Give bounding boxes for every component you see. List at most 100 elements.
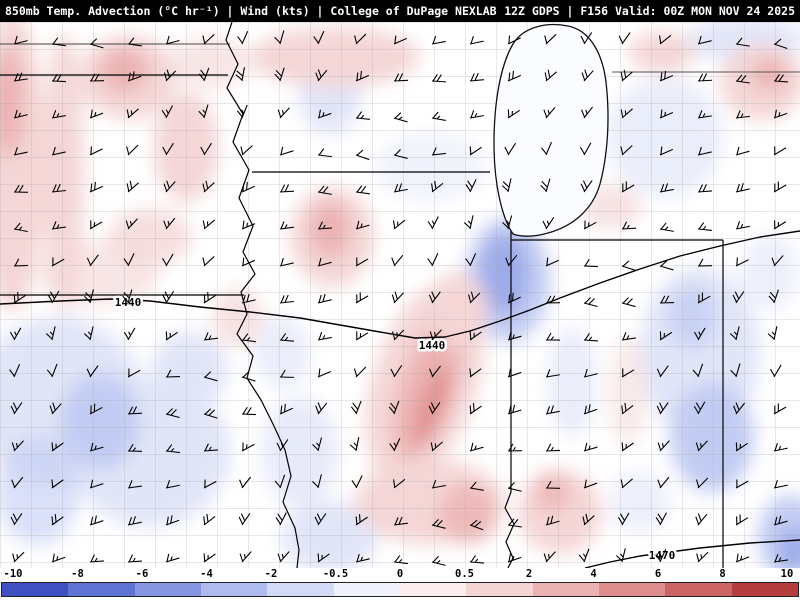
wind-barb bbox=[656, 365, 669, 378]
wind-barb bbox=[659, 146, 674, 156]
wind-barb bbox=[123, 327, 136, 341]
wind-barb bbox=[393, 478, 406, 489]
wind-barb bbox=[580, 32, 593, 45]
wind-barb bbox=[123, 253, 135, 267]
wind-barb bbox=[126, 144, 139, 156]
wind-barb bbox=[241, 257, 256, 267]
wind-barb bbox=[355, 70, 370, 82]
wind-barb bbox=[241, 293, 256, 304]
wind-barb bbox=[507, 553, 522, 563]
wind-barb bbox=[125, 218, 138, 230]
wind-barb bbox=[431, 480, 446, 489]
map-panel[interactable]: 1440 1440 1470 bbox=[0, 22, 800, 568]
wind-barb bbox=[51, 221, 66, 230]
wind-barb bbox=[86, 254, 99, 267]
wind-barb bbox=[620, 478, 633, 489]
product-title: 850mb Temp. Advection (°C hr⁻¹) | Wind (… bbox=[5, 4, 497, 18]
wind-barb bbox=[697, 146, 712, 156]
wind-barb bbox=[735, 146, 750, 156]
wind-barb bbox=[507, 443, 523, 452]
wind-barb bbox=[659, 331, 673, 341]
colorbar-tick: 0.5 bbox=[455, 568, 474, 580]
wind-barb bbox=[276, 439, 289, 452]
colorbar-segment bbox=[532, 583, 599, 596]
wind-barb bbox=[315, 402, 328, 415]
wind-barb bbox=[89, 479, 104, 489]
wind-barb bbox=[202, 180, 215, 193]
wind-barb bbox=[735, 37, 750, 47]
wind-barb bbox=[583, 333, 599, 342]
wind-barb bbox=[239, 551, 252, 563]
wind-barb bbox=[428, 291, 441, 304]
wind-barb bbox=[507, 292, 521, 304]
wind-barb bbox=[621, 297, 636, 308]
wind-barb bbox=[545, 515, 560, 526]
wind-barb bbox=[767, 326, 778, 341]
wind-barb bbox=[543, 106, 556, 119]
wind-barb bbox=[659, 183, 674, 193]
wind-barb bbox=[51, 479, 64, 489]
wind-barb bbox=[431, 74, 447, 83]
wind-barb bbox=[162, 253, 174, 267]
colorbar-tick-labels: -10 -8 -6 -4 -2 -0.5 0 0.5 2 4 6 8 10 bbox=[4, 568, 794, 582]
wind-barb bbox=[390, 365, 403, 378]
wind-barb bbox=[773, 146, 787, 156]
wind-barb bbox=[431, 36, 446, 45]
wind-barb bbox=[733, 402, 746, 415]
wind-barb bbox=[317, 148, 332, 158]
wind-barb bbox=[51, 110, 66, 119]
wind-barb bbox=[317, 368, 332, 378]
wind-barb bbox=[697, 110, 712, 119]
contour-label-1440-central: 1440 bbox=[419, 339, 446, 352]
wind-barb bbox=[127, 406, 143, 415]
colorbar: -10 -8 -6 -4 -2 -0.5 0 0.5 2 4 6 8 10 bbox=[0, 568, 800, 600]
wind-barb bbox=[274, 30, 285, 45]
wind-barb bbox=[545, 405, 560, 415]
wind-barb bbox=[165, 515, 180, 526]
wind-barb bbox=[127, 516, 142, 526]
wind-barb bbox=[463, 215, 474, 230]
wind-barb bbox=[696, 551, 709, 563]
wind-barb bbox=[695, 513, 708, 526]
wind-barb bbox=[768, 289, 779, 304]
wind-barb bbox=[468, 291, 481, 304]
wind-barb bbox=[583, 297, 598, 308]
wind-barb bbox=[545, 480, 561, 489]
wind-barb bbox=[431, 147, 446, 156]
wind-barb bbox=[317, 293, 332, 304]
wind-barb bbox=[275, 512, 287, 526]
wind-barb bbox=[11, 440, 24, 452]
wind-barb bbox=[469, 368, 482, 378]
wind-barb bbox=[620, 108, 633, 119]
wind-barb bbox=[657, 440, 670, 452]
wind-barb bbox=[317, 553, 330, 563]
wind-barb bbox=[431, 519, 446, 529]
wind-barb bbox=[203, 408, 218, 419]
wind-barb bbox=[391, 254, 404, 267]
wind-barb bbox=[735, 74, 750, 84]
model-valid-time: 12Z GDPS | F156 Valid: 00Z MON NOV 24 20… bbox=[504, 4, 795, 18]
wind-barb bbox=[126, 180, 139, 193]
wind-barb bbox=[12, 551, 25, 563]
wind-barb bbox=[583, 368, 598, 378]
colorbar-segment bbox=[2, 583, 69, 596]
colorbar-segment bbox=[134, 583, 201, 596]
wind-barb bbox=[773, 403, 787, 415]
wind-barb bbox=[51, 553, 66, 563]
wind-barb bbox=[51, 442, 64, 452]
wind-barb bbox=[127, 554, 143, 563]
wind-barb bbox=[583, 258, 599, 268]
wind-barb bbox=[429, 329, 442, 341]
wind-barb bbox=[165, 408, 180, 419]
wind-barb bbox=[126, 108, 139, 119]
wind-barb bbox=[430, 441, 443, 452]
wind-barb bbox=[428, 402, 441, 415]
wind-barb bbox=[393, 555, 408, 565]
wind-barb bbox=[163, 69, 177, 82]
wind-barb bbox=[51, 514, 64, 526]
colorbar-tick: 0 bbox=[396, 568, 404, 580]
wind-barb bbox=[127, 480, 142, 489]
wind-barb bbox=[202, 219, 216, 230]
wind-barb bbox=[620, 69, 633, 82]
wind-barb bbox=[13, 109, 28, 119]
